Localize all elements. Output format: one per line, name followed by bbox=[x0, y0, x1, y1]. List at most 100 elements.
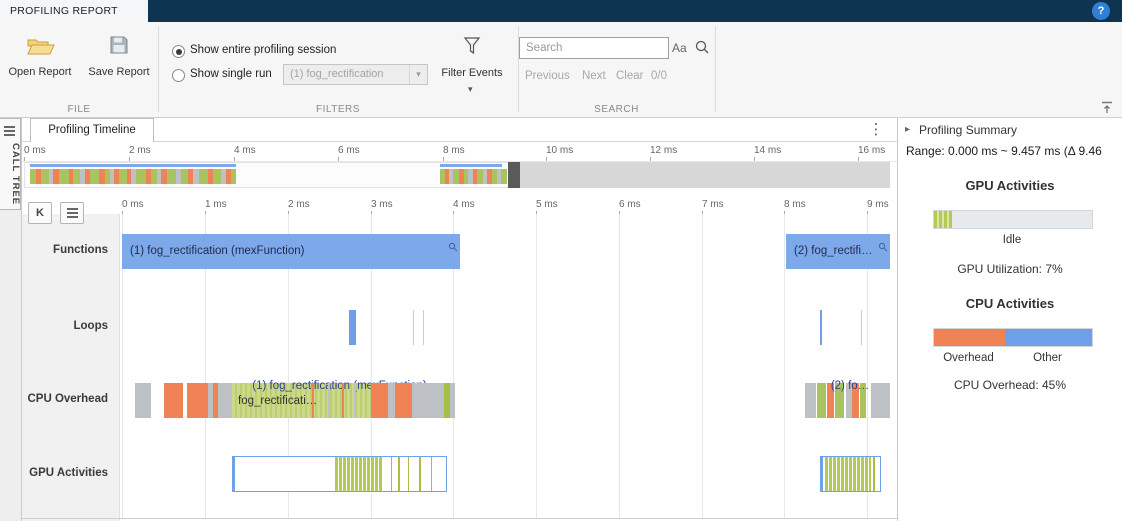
tick-label: 4 ms bbox=[234, 145, 256, 161]
chevron-down-icon[interactable]: ▾ bbox=[409, 65, 427, 84]
timeline-segment-gray bbox=[354, 383, 356, 418]
cpu-other-label: Other bbox=[1033, 352, 1062, 364]
timeline-segment-gray bbox=[449, 169, 453, 184]
timeline-segment-orange bbox=[312, 383, 314, 418]
timeline-segment-gray bbox=[412, 383, 444, 418]
section-label-file: FILE bbox=[67, 104, 91, 115]
run-select-value: (1) fog_rectification bbox=[290, 68, 384, 80]
timeline-segment-blue1 bbox=[423, 310, 424, 345]
cpu-overhead-lane[interactable]: fog_rectificati… bbox=[22, 383, 897, 418]
save-report-icon bbox=[109, 35, 129, 60]
search-count: 0/0 bbox=[651, 70, 667, 82]
legend-view-button[interactable] bbox=[60, 202, 84, 224]
timeline-segment-green bbox=[41, 169, 49, 184]
timeline-segment-orange bbox=[161, 169, 167, 184]
overview-activity-cluster bbox=[30, 169, 236, 184]
timeline-segment-green1 bbox=[398, 457, 400, 491]
divider bbox=[518, 26, 519, 112]
overview-function-line bbox=[30, 164, 236, 167]
radio-single-run[interactable] bbox=[172, 69, 185, 82]
timeline-segment-blue bbox=[1005, 329, 1092, 346]
overview-strip[interactable] bbox=[22, 162, 897, 188]
timeline-segment-gap bbox=[421, 457, 431, 491]
tick-label: 9 ms bbox=[867, 199, 889, 215]
timeline-segment-green bbox=[440, 169, 445, 184]
timeline-segment-green bbox=[231, 169, 236, 184]
radio-entire-session[interactable] bbox=[172, 45, 185, 58]
radio-entire-session-label[interactable]: Show entire profiling session bbox=[190, 44, 337, 56]
run-select-dropdown[interactable]: (1) fog_rectification ▾ bbox=[283, 64, 428, 85]
filter-events-button[interactable]: Filter Events bbox=[441, 67, 503, 79]
timeline-segment-green1 bbox=[444, 383, 450, 418]
kebab-menu-icon[interactable]: ⋮ bbox=[868, 121, 884, 138]
function-bar-1[interactable]: (1) fog_rectification (mexFunction) bbox=[122, 234, 460, 269]
timeline-segment-gray bbox=[846, 383, 852, 418]
call-tree-icon bbox=[4, 124, 15, 136]
function-bar-2[interactable]: (2) fog_rectifi… bbox=[786, 234, 890, 269]
timeline-segment-green bbox=[151, 169, 157, 184]
timeline-segment-orange bbox=[164, 383, 183, 418]
timeline-segment-orange bbox=[187, 383, 208, 418]
cpu-overhead-text: CPU Overhead: 45% bbox=[953, 378, 1067, 392]
timeline-segment-green bbox=[835, 383, 844, 418]
tab-call-tree[interactable]: CALL TREE bbox=[0, 118, 21, 210]
timeline-segment-green bbox=[59, 169, 69, 184]
tab-call-tree-label: CALL TREE bbox=[10, 142, 21, 206]
timeline-segment-orange bbox=[852, 383, 859, 418]
save-report-button[interactable]: Save Report bbox=[88, 66, 150, 78]
search-clear-button[interactable]: Clear bbox=[616, 70, 644, 82]
row-label-gpu-activities: GPU Activities bbox=[29, 467, 108, 479]
tick-label: 10 ms bbox=[546, 145, 574, 161]
search-icon[interactable] bbox=[694, 39, 710, 60]
open-report-icon bbox=[27, 36, 55, 61]
functions-lane: (1) fog_rectification (mexFunction) (2) … bbox=[22, 234, 897, 269]
timeline-segment-green1 bbox=[419, 457, 421, 491]
timeline-segment-gap bbox=[414, 310, 423, 345]
timeline-segment-gray bbox=[871, 383, 890, 418]
timeline-segment-gap bbox=[424, 310, 820, 345]
gpu-activity-box-2[interactable] bbox=[820, 456, 881, 492]
timeline-segment-gray bbox=[468, 169, 473, 184]
timeline-segment-gap bbox=[22, 383, 135, 418]
tick-label: 16 ms bbox=[858, 145, 886, 161]
timeline-segment-green bbox=[477, 169, 483, 184]
timeline-segment-orange bbox=[934, 329, 1005, 346]
timeline-segment-green bbox=[73, 169, 80, 184]
search-input[interactable] bbox=[519, 37, 669, 59]
row-label-gutter bbox=[22, 214, 120, 521]
timeline-segment-gap bbox=[400, 457, 408, 491]
timeline-segment-gap bbox=[22, 310, 349, 345]
function-bar-1-label: (1) fog_rectification (mexFunction) bbox=[130, 245, 305, 257]
match-case-toggle[interactable]: Aa bbox=[672, 41, 687, 55]
open-report-button[interactable]: Open Report bbox=[8, 66, 72, 78]
tab-profiling-report[interactable]: PROFILING REPORT bbox=[0, 0, 148, 22]
timeline-segment-orange bbox=[69, 169, 73, 184]
help-button[interactable]: ? bbox=[1092, 2, 1110, 20]
kernel-view-button[interactable]: K bbox=[28, 202, 52, 224]
filter-events-caret-icon[interactable]: ▾ bbox=[468, 84, 473, 94]
tick-label: 2 ms bbox=[129, 145, 151, 161]
search-next-button[interactable]: Next bbox=[582, 70, 606, 82]
collapse-panel-icon[interactable] bbox=[1100, 101, 1116, 115]
bar-zoom-icon bbox=[878, 234, 888, 267]
overview-scroll-handle[interactable] bbox=[508, 162, 520, 188]
timeline-segment-green bbox=[453, 169, 459, 184]
loops-lane[interactable] bbox=[22, 310, 897, 345]
tab-profiling-timeline[interactable]: Profiling Timeline bbox=[30, 118, 154, 142]
timeline-segment-orange bbox=[226, 169, 231, 184]
cpu-overhead-label: Overhead bbox=[943, 352, 994, 364]
main-content: CALL TREE ⋮ Profiling Timeline 0 ms 2 ms 4… bbox=[0, 118, 1122, 521]
tick-label: 7 ms bbox=[702, 199, 724, 215]
search-previous-button[interactable]: Previous bbox=[525, 70, 570, 82]
summary-title: Profiling Summary bbox=[919, 123, 1018, 137]
cpu-overhead-overlay bbox=[371, 383, 455, 418]
timeline-segment-gray bbox=[218, 383, 232, 418]
timeline-segment-gray bbox=[80, 169, 85, 184]
summary-collapse-icon[interactable]: ▸ bbox=[905, 124, 911, 135]
timeline-segment-green bbox=[860, 383, 866, 418]
radio-single-run-label[interactable]: Show single run bbox=[190, 68, 272, 80]
divider bbox=[715, 26, 716, 112]
timeline-segment-gap bbox=[151, 383, 164, 418]
gpu-activity-box-1[interactable] bbox=[232, 456, 447, 492]
row-label-loops: Loops bbox=[73, 320, 109, 332]
